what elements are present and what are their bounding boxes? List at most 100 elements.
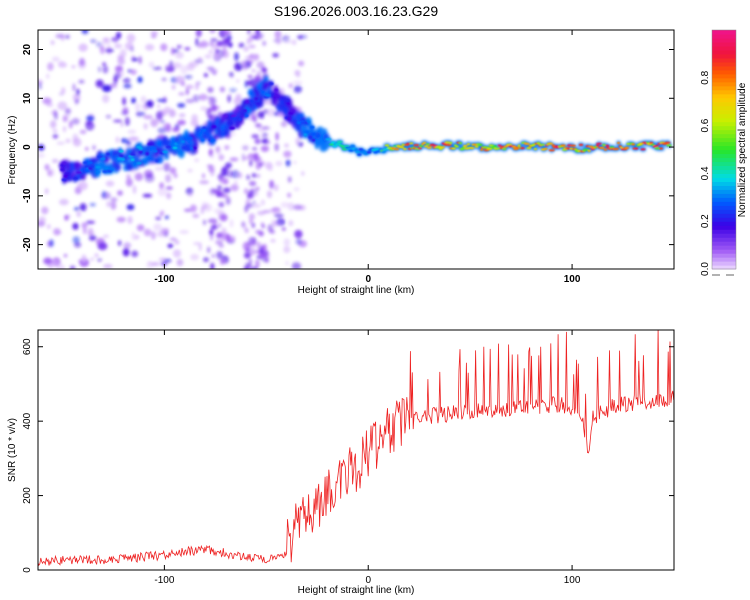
spectrogram-noise-patch	[255, 30, 260, 35]
spectrogram-noise-patch	[256, 70, 262, 76]
spectrogram-noise-patch	[52, 129, 58, 133]
spectrogram-noise-patch	[288, 220, 294, 227]
spectrogram-ridge-patch	[194, 140, 199, 149]
spectrogram-noise-patch	[90, 39, 97, 43]
spectrogram-noise-patch	[79, 203, 87, 212]
spectrogram-noise-patch	[240, 60, 247, 66]
spectrogram-noise-patch	[272, 210, 282, 215]
spectrogram-core-patch	[444, 141, 451, 144]
spectrogram-noise-patch	[262, 40, 267, 46]
spectrogram-core-patch	[595, 144, 600, 147]
spectrogram-core-patch	[666, 144, 672, 147]
spectrogram-core-patch	[542, 147, 548, 150]
spectrogram-noise-patch	[85, 220, 96, 224]
spectrogram-core-patch	[248, 100, 255, 103]
spectrogram-noise-patch	[65, 138, 71, 143]
spectrogram-core-patch	[336, 140, 343, 143]
bottom-x-tick-label: 100	[564, 575, 581, 586]
spectrogram-noise-patch	[287, 192, 292, 198]
spectrogram-noise-patch	[252, 35, 258, 40]
spectrogram-core-patch	[426, 143, 430, 146]
spectrogram-core-patch	[299, 119, 305, 123]
spectrogram-noise-patch	[59, 198, 69, 206]
spectrogram-noise-patch	[72, 83, 76, 92]
colorbar-segment	[712, 265, 736, 270]
spectrogram-core-patch	[624, 146, 630, 149]
spectrogram-noise-patch	[190, 119, 199, 127]
spectrogram-noise-patch	[74, 206, 80, 212]
colorbar-segment	[712, 49, 736, 55]
spectrogram-core-patch	[64, 172, 71, 176]
spectrogram-core-patch	[153, 149, 158, 153]
spectrogram-noise-patch	[105, 115, 111, 119]
spectrogram-core-patch	[230, 114, 237, 118]
spectrogram-noise-patch	[102, 234, 109, 238]
spectrogram-noise-patch	[248, 213, 256, 221]
spectrogram-noise-patch	[208, 148, 213, 156]
spectrogram-noise-patch	[285, 261, 289, 266]
spectrogram-noise-patch	[120, 122, 124, 127]
spectrogram-noise-patch	[49, 239, 54, 248]
spectrogram-noise-patch	[164, 215, 169, 219]
spectrogram-noise-patch	[272, 53, 279, 58]
spectrogram-core-patch	[366, 151, 372, 154]
colorbar-segment	[712, 153, 736, 159]
colorbar-segment	[712, 53, 736, 59]
colorbar-segment	[712, 213, 736, 218]
colorbar-segment	[712, 205, 736, 210]
spectrogram-noise-patch	[87, 227, 94, 236]
spectrogram-core-patch	[75, 171, 82, 174]
spectrogram-noise-patch	[122, 77, 131, 84]
spectrogram-noise-patch	[105, 180, 115, 187]
spectrogram-noise-patch	[69, 265, 76, 269]
spectrogram-noise-patch	[248, 180, 257, 187]
spectrogram-noise-patch	[113, 119, 123, 123]
spectrogram-noise-patch	[261, 139, 269, 144]
spectrogram-noise-patch	[105, 48, 114, 53]
spectrogram-noise-patch	[42, 97, 52, 105]
colorbar-segment	[712, 201, 736, 206]
spectrogram-noise-patch	[207, 218, 218, 224]
spectrogram-noise-patch	[171, 84, 176, 90]
spectrogram-noise-patch	[125, 177, 133, 187]
colorbar-segment	[712, 105, 736, 111]
colorbar-ticks: 0.0 0.2 0.4 0.6 0.8	[700, 70, 734, 276]
spectrogram-noise-patch	[256, 61, 265, 69]
spectrogram-noise-patch	[210, 38, 218, 42]
spectrogram-core-patch	[147, 142, 154, 146]
spectrogram-noise-patch	[255, 259, 260, 268]
spectrogram-noise-patch	[245, 247, 250, 253]
spectrogram-noise-patch	[293, 204, 303, 211]
spectrogram-noise-patch	[64, 34, 70, 39]
spectrogram-noise-patch	[155, 216, 162, 221]
spectrogram-noise-patch	[207, 86, 214, 93]
spectrogram-noise-patch	[150, 231, 156, 240]
spectrogram-noise-patch	[270, 238, 276, 243]
spectrogram-noise-patch	[283, 238, 290, 247]
spectrogram-core-patch	[548, 149, 555, 152]
spectrogram-noise-patch	[195, 81, 199, 91]
spectrogram-noise-patch	[132, 185, 137, 194]
spectrogram-noise-patch	[155, 111, 164, 120]
colorbar-segment	[712, 37, 736, 43]
spectrogram-noise-patch	[172, 249, 182, 258]
spectrogram-core-patch	[551, 144, 556, 147]
spectrogram-noise-patch	[160, 261, 168, 266]
spectrogram-noise-patch	[185, 84, 194, 90]
spectrogram-noise-patch	[261, 67, 268, 73]
spectrogram-core-patch	[305, 130, 310, 134]
colorbar-segment	[712, 237, 736, 242]
spectrogram-noise-patch	[157, 104, 161, 108]
spectrogram-core-patch	[325, 138, 332, 141]
spectrogram-noise-patch	[265, 257, 269, 263]
spectrogram-noise-patch	[256, 186, 260, 191]
spectrogram-core-patch	[538, 143, 546, 146]
colorbar-segment	[712, 173, 736, 178]
spectrogram-noise-patch	[274, 30, 282, 39]
spectrogram-noise-patch	[220, 259, 225, 265]
spectrogram-noise-patch	[296, 73, 301, 78]
spectrogram-noise-patch	[44, 164, 50, 171]
spectrogram-noise-patch	[207, 246, 211, 254]
spectrogram-core-patch	[138, 147, 144, 151]
spectrogram-ridge-patch	[110, 155, 116, 162]
